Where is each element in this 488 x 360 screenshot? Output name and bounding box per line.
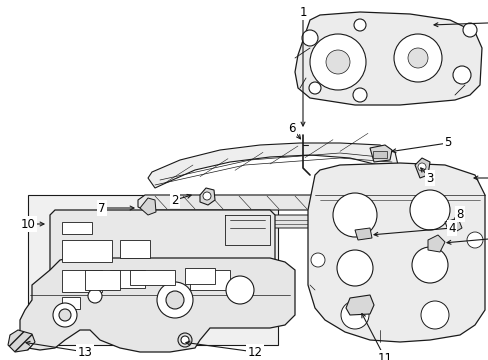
Circle shape	[231, 277, 247, 293]
Circle shape	[181, 336, 189, 344]
Circle shape	[393, 34, 441, 82]
Polygon shape	[427, 235, 444, 252]
Polygon shape	[138, 215, 394, 228]
Circle shape	[178, 333, 192, 347]
Text: 2: 2	[171, 194, 179, 207]
Circle shape	[310, 253, 325, 267]
Bar	[120, 240, 150, 258]
Circle shape	[308, 82, 320, 94]
Circle shape	[407, 48, 427, 68]
Text: 6: 6	[287, 122, 295, 135]
Bar	[62, 297, 80, 309]
Bar	[184, 268, 215, 284]
Text: 1: 1	[299, 5, 306, 18]
Text: 5: 5	[444, 136, 451, 149]
Circle shape	[411, 247, 447, 283]
Bar	[372, 151, 386, 158]
Circle shape	[309, 34, 365, 90]
Circle shape	[325, 50, 349, 74]
Text: 11: 11	[377, 351, 392, 360]
Polygon shape	[8, 330, 35, 352]
Text: 10: 10	[20, 217, 35, 230]
Text: 3: 3	[426, 171, 433, 184]
Bar	[62, 222, 92, 234]
Circle shape	[302, 30, 317, 46]
Polygon shape	[354, 228, 371, 240]
Circle shape	[420, 301, 448, 329]
Bar	[62, 270, 102, 292]
Text: 13: 13	[78, 346, 92, 359]
Text: 12: 12	[247, 346, 262, 359]
Circle shape	[88, 289, 102, 303]
Polygon shape	[346, 295, 373, 315]
Circle shape	[352, 88, 366, 102]
Bar	[110, 270, 145, 288]
Circle shape	[340, 301, 368, 329]
Circle shape	[336, 250, 372, 286]
Circle shape	[165, 291, 183, 309]
Circle shape	[53, 303, 77, 327]
Circle shape	[417, 163, 425, 171]
Circle shape	[225, 276, 253, 304]
Bar	[85, 270, 120, 290]
Polygon shape	[200, 188, 215, 205]
Circle shape	[332, 193, 376, 237]
Text: 7: 7	[98, 202, 105, 215]
Circle shape	[203, 192, 210, 200]
Polygon shape	[138, 195, 394, 210]
Polygon shape	[444, 218, 461, 235]
Polygon shape	[148, 143, 397, 188]
Polygon shape	[20, 258, 294, 352]
Bar	[28, 195, 278, 345]
Text: 4: 4	[447, 221, 455, 234]
Circle shape	[409, 190, 449, 230]
Circle shape	[466, 232, 482, 248]
Bar	[130, 270, 175, 285]
Circle shape	[59, 309, 71, 321]
Circle shape	[452, 66, 470, 84]
Text: 8: 8	[455, 207, 463, 220]
Circle shape	[462, 23, 476, 37]
Polygon shape	[140, 198, 156, 215]
Polygon shape	[414, 158, 429, 178]
Bar	[62, 240, 112, 262]
Circle shape	[157, 282, 193, 318]
Circle shape	[353, 19, 365, 31]
Polygon shape	[369, 145, 391, 162]
Polygon shape	[307, 163, 484, 342]
Polygon shape	[50, 210, 274, 315]
Bar	[190, 270, 229, 290]
Polygon shape	[294, 12, 481, 105]
